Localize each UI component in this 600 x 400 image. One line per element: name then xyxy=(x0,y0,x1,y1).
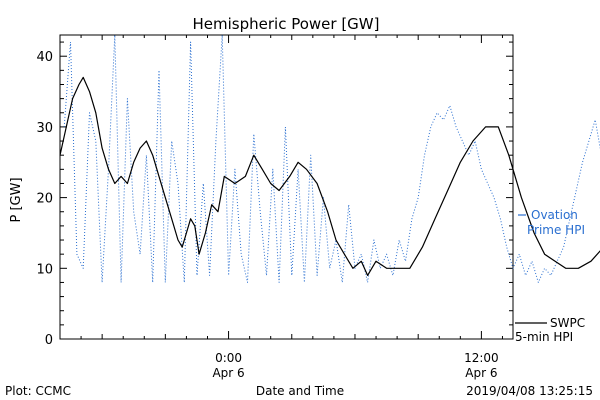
legend-ovation: Ovation Prime HPI xyxy=(518,208,585,237)
chart-title: Hemispheric Power [GW] xyxy=(193,15,380,33)
x-tick-date-label: Apr 6 xyxy=(465,366,497,380)
footer-timestamp: 2019/04/08 13:25:15 xyxy=(466,384,593,398)
ovation-prime-series xyxy=(63,34,600,283)
plot-frame xyxy=(59,34,514,340)
y-tick-label: 40 xyxy=(36,50,53,65)
y-tick-label: 0 xyxy=(45,333,53,348)
series-ovation-line xyxy=(63,34,600,283)
y-tick-label: 30 xyxy=(36,121,53,136)
y-tick-label: 20 xyxy=(36,192,53,207)
legend-ovation-line2: Prime HPI xyxy=(527,223,585,237)
footer-plot-source: Plot: CCMC xyxy=(5,384,71,398)
y-axis: 0 10 20 30 40 xyxy=(36,41,513,348)
x-axis-label: Date and Time xyxy=(256,384,344,398)
x-tick-date-label: Apr 6 xyxy=(212,366,244,380)
y-tick-label: 10 xyxy=(36,262,53,277)
y-axis-label: P [GW] xyxy=(9,177,24,222)
legend-swpc: SWPC 5-min HPI xyxy=(515,316,585,344)
series-swpc-line xyxy=(59,76,600,276)
swpc-series xyxy=(59,76,600,276)
legend-swpc-line2: 5-min HPI xyxy=(515,330,573,344)
legend-ovation-line1: Ovation xyxy=(531,208,578,222)
x-tick-time-label: 12:00 xyxy=(464,351,499,365)
x-tick-time-label: 0:00 xyxy=(215,351,242,365)
legend-swpc-line1: SWPC xyxy=(550,316,585,330)
